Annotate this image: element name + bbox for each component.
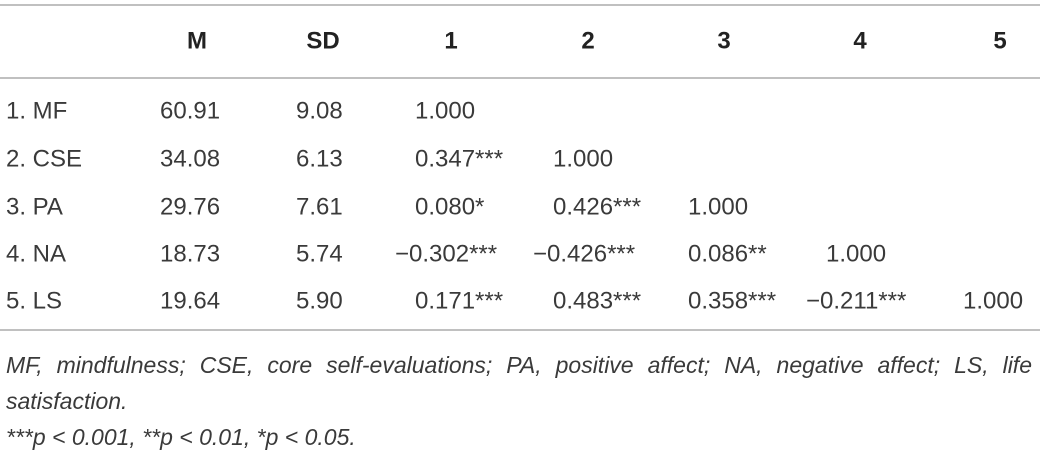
table: M SD 1 2 3 4 5 1. MF 60.91 9.08 1.000 2. CSE 34.08 6.… <box>0 4 1040 331</box>
cell: 1.000 <box>688 193 748 220</box>
cell: 1.000 <box>553 145 613 172</box>
row-label: 4. NA <box>6 240 66 267</box>
footnote: MF, mindfulness; CSE, core self-evaluati… <box>6 352 1032 414</box>
footnote: ***p < 0.001, **p < 0.01, *p < 0.05. <box>6 424 356 450</box>
cell: 0.080* <box>415 193 484 220</box>
column-header: 2 <box>581 27 594 54</box>
cell: −0.211*** <box>806 287 906 314</box>
cell: 29.76 <box>160 193 220 220</box>
column-header: 1 <box>444 27 457 54</box>
cell: 1.000 <box>963 287 1023 314</box>
row-label: 3. PA <box>6 193 63 220</box>
column-header: 3 <box>717 27 730 54</box>
cell: 5.74 <box>296 240 343 267</box>
cell: 34.08 <box>160 145 220 172</box>
cell: 0.358*** <box>688 287 776 314</box>
cell: 0.483*** <box>553 287 641 314</box>
cell: 5.90 <box>296 287 343 314</box>
row-label: 2. CSE <box>6 145 82 172</box>
cell: 6.13 <box>296 145 343 172</box>
cell: 60.91 <box>160 97 220 124</box>
cell: 0.086** <box>688 240 767 267</box>
cell: 19.64 <box>160 287 220 314</box>
cell: −0.426*** <box>533 240 635 267</box>
cell: 7.61 <box>296 193 343 220</box>
cell: 18.73 <box>160 240 220 267</box>
cell: 0.347*** <box>415 145 503 172</box>
column-header: SD <box>306 27 339 54</box>
column-header: 4 <box>853 27 867 54</box>
column-header: 5 <box>993 27 1006 54</box>
cell: 0.171*** <box>415 287 503 314</box>
row-label: 5. LS <box>6 287 62 314</box>
cell: −0.302*** <box>395 240 497 267</box>
row-label: 1. MF <box>6 97 67 124</box>
column-header: M <box>187 27 207 54</box>
cell: 1.000 <box>415 97 475 124</box>
cell: 1.000 <box>826 240 886 267</box>
cell: 0.426*** <box>553 193 641 220</box>
cell: 9.08 <box>296 97 343 124</box>
